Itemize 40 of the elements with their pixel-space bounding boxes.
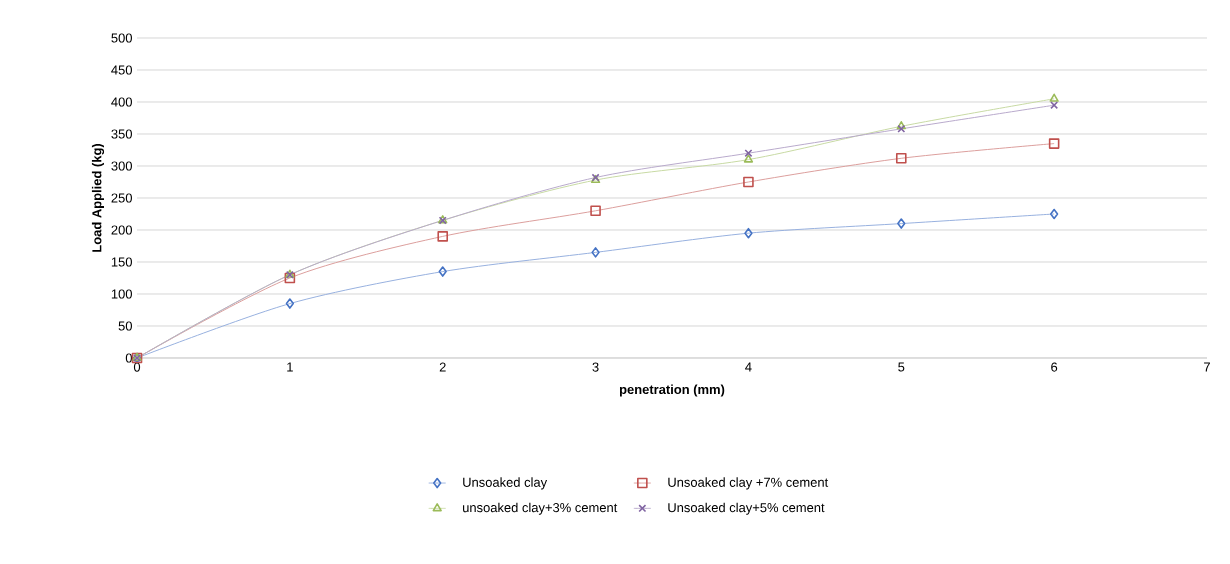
y-tick-label: 200 [111,225,132,235]
y-tick-label: 300 [111,161,132,171]
y-tick-label: 0 [125,353,132,363]
x-tick-label: 1 [287,362,293,372]
point [438,266,447,277]
point [895,153,907,164]
x-tick-label: 6 [1051,362,1058,372]
y-tick-label: 100 [111,289,132,299]
x-tick-label: 2 [439,362,446,372]
point [437,231,449,242]
y-tick-label: 500 [111,33,132,43]
y-tick-label: 400 [111,97,132,107]
x-axis-title: penetration (mm) [619,384,725,397]
y-axis-title: Load Applied (kg) [91,143,105,252]
point [285,298,295,309]
legend-label: Unsoaked clay [463,477,548,490]
point [284,272,296,284]
legend-label: Unsoaked clay+5% cement [668,502,825,515]
x-tick-label: 0 [133,362,141,372]
y-tick-label: 150 [111,257,132,267]
legend-label: Unsoaked clay +7% cement [668,477,829,490]
point [744,227,753,239]
point [1048,138,1060,149]
y-tick-label: 50 [118,321,132,331]
point [1050,101,1059,110]
point [591,247,600,258]
y-tick-label: 350 [111,129,132,139]
x-tick-label: 3 [592,362,599,372]
x-tick-label: 7 [1204,362,1210,372]
point [1049,208,1059,220]
y-tick-label: 250 [111,193,132,203]
point [743,176,754,188]
x-tick-label: 4 [745,362,752,372]
point [1049,93,1059,102]
y-tick-label: 450 [111,65,132,75]
point [897,218,906,229]
point [743,154,754,163]
point [590,205,601,217]
x-tick-label: 5 [898,362,905,372]
legend-label: unsoaked clay+3% cement [463,502,618,515]
